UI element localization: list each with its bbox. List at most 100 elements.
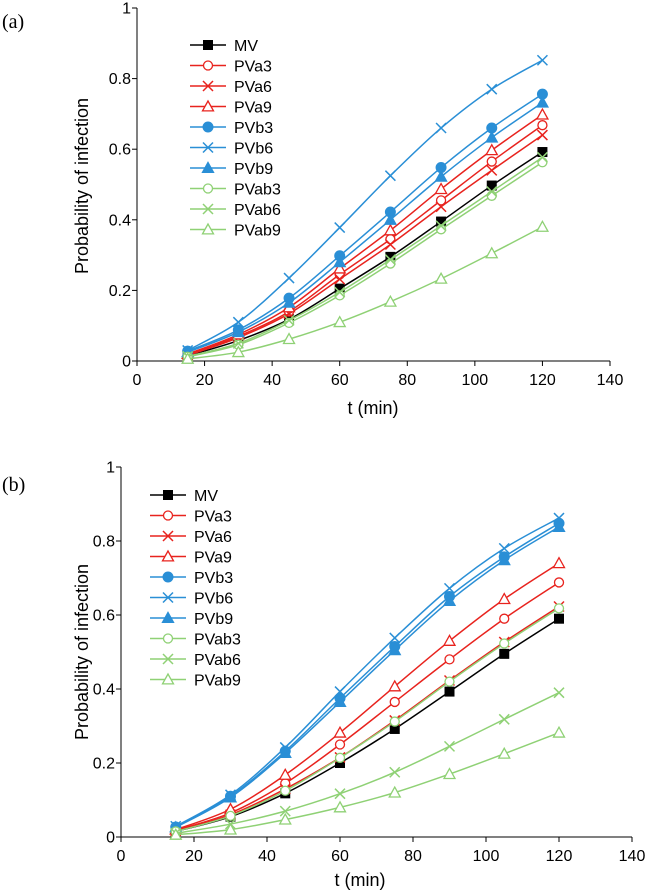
- data-point: [333, 725, 347, 738]
- legend-entry: PVab9: [150, 673, 241, 690]
- data-point: [333, 695, 347, 707]
- x-tick-label: 100: [473, 848, 500, 865]
- chart-a: (a) Probability of infection t (min) 0 20…: [2, 1, 623, 419]
- y-tick-label: 1: [122, 1, 131, 18]
- legend-entry: PVb6: [190, 141, 273, 158]
- data-point: [384, 254, 396, 266]
- legend-marker: [201, 99, 215, 112]
- data-point: [333, 800, 347, 813]
- x-tick-label: 140: [619, 848, 646, 865]
- x-tick-label: 60: [331, 848, 349, 865]
- legend-entry: PVab6: [190, 202, 281, 219]
- plot-a: [181, 54, 550, 364]
- y-tick-label: 0.8: [93, 534, 115, 551]
- data-point: [389, 766, 401, 778]
- data-point: [498, 713, 510, 725]
- data-point: [486, 190, 497, 201]
- legend-b: MV PVa3 PVa6 PVa9 PVb3 PVb6 PVb9 PVab3 PVab6 PVab…: [150, 488, 241, 690]
- legend-marker: [202, 80, 214, 92]
- y-tick-label: 0.4: [109, 212, 131, 229]
- legend-label: PVb9: [234, 161, 273, 178]
- chart-b: (b) Probability of infection t (min) 0 20…: [2, 460, 645, 891]
- data-point: [283, 272, 295, 284]
- data-point: [499, 613, 510, 624]
- x-tick-label: 20: [185, 848, 203, 865]
- legend-entry: PVb6: [150, 591, 233, 608]
- data-point: [223, 822, 238, 835]
- legend-entry: PVa3: [190, 59, 272, 76]
- plot-b: [169, 512, 566, 840]
- legend-label: MV: [194, 488, 218, 505]
- data-point: [435, 220, 447, 232]
- legend-entry: PVb9: [190, 161, 273, 178]
- data-point: [497, 592, 511, 605]
- data-point: [283, 314, 295, 326]
- data-point: [231, 325, 245, 338]
- x-axis-title-a: t (min): [348, 398, 399, 418]
- data-point: [442, 594, 457, 606]
- legend-entry: PVab3: [190, 182, 281, 199]
- data-point: [497, 553, 511, 566]
- legend-label: PVab9: [194, 673, 241, 690]
- panel-label-b: (b): [2, 474, 25, 496]
- legend-label: PVa9: [234, 100, 272, 117]
- legend-label: PVb3: [194, 570, 233, 587]
- data-point: [279, 805, 291, 817]
- data-point: [497, 746, 511, 759]
- series-line: [187, 93, 543, 352]
- legend-label: PVa6: [194, 529, 232, 546]
- data-point: [389, 696, 400, 708]
- x-tick-label: 20: [196, 372, 214, 389]
- data-point: [536, 129, 548, 141]
- data-point: [552, 725, 566, 738]
- data-point: [278, 812, 292, 825]
- y-tick-label: 0.8: [109, 71, 131, 88]
- legend-a: MV PVa3 PVa6 PVa9 PVb3 PVb6 PVb9 PVab3 PVab6 PVab…: [190, 38, 281, 240]
- x-tick-label: 60: [331, 372, 349, 389]
- data-point: [278, 768, 292, 780]
- data-point: [278, 746, 292, 759]
- data-point: [553, 687, 565, 699]
- series-PVab6: [170, 687, 565, 839]
- data-point: [282, 332, 296, 345]
- y-axis-title-a: Probability of infection: [72, 98, 92, 274]
- legend-label: PVb6: [194, 591, 233, 608]
- data-point: [486, 83, 498, 95]
- data-point: [388, 785, 402, 798]
- series-line: [175, 517, 560, 827]
- data-point: [223, 790, 238, 803]
- data-point: [334, 788, 346, 800]
- legend-marker: [201, 222, 215, 235]
- legend-marker: [202, 203, 214, 215]
- legend-label: PVa9: [194, 550, 232, 567]
- x-axis-title-b: t (min): [335, 870, 386, 890]
- y-axis-title-b: Probability of infection: [72, 564, 92, 740]
- legend-label: PVa6: [234, 79, 272, 96]
- data-point: [486, 156, 497, 167]
- x-tick-label: 40: [258, 848, 276, 865]
- data-point: [333, 261, 347, 274]
- data-point: [486, 164, 498, 176]
- data-point: [389, 632, 401, 644]
- data-point: [334, 686, 346, 698]
- data-point: [333, 315, 347, 328]
- legend-label: PVa3: [234, 59, 272, 76]
- data-point: [383, 212, 397, 225]
- y-tick-label: 0.6: [109, 142, 131, 159]
- data-point: [383, 223, 397, 236]
- axes-a: 0 20 40 60 80 100 120 140 0 0.2 0.4 0.6 0.8 1: [109, 1, 624, 390]
- data-point: [434, 182, 448, 195]
- y-tick-label: 0.2: [93, 756, 115, 773]
- x-tick-label: 0: [133, 372, 142, 389]
- data-point: [282, 295, 296, 308]
- legend-marker: [161, 549, 175, 562]
- x-tick-label: 120: [529, 372, 556, 389]
- data-point: [535, 95, 550, 108]
- legend-label: PVab6: [234, 202, 281, 219]
- legend-marker: [162, 510, 174, 521]
- x-tick-label: 40: [263, 372, 281, 389]
- data-point: [334, 286, 346, 298]
- data-point: [388, 643, 402, 656]
- legend-label: PVb3: [234, 120, 273, 137]
- data-point: [442, 767, 457, 780]
